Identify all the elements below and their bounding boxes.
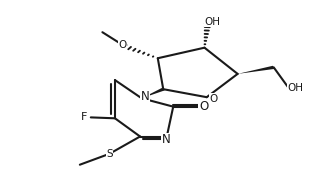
Text: O: O	[199, 100, 208, 113]
Polygon shape	[142, 88, 165, 98]
Polygon shape	[238, 66, 275, 74]
Text: N: N	[140, 90, 149, 103]
Text: O: O	[118, 41, 127, 50]
Text: OH: OH	[204, 17, 221, 27]
Text: S: S	[106, 149, 113, 159]
Text: O: O	[209, 94, 217, 104]
Text: N: N	[162, 133, 171, 146]
Text: OH: OH	[287, 83, 303, 93]
Text: F: F	[80, 112, 87, 122]
